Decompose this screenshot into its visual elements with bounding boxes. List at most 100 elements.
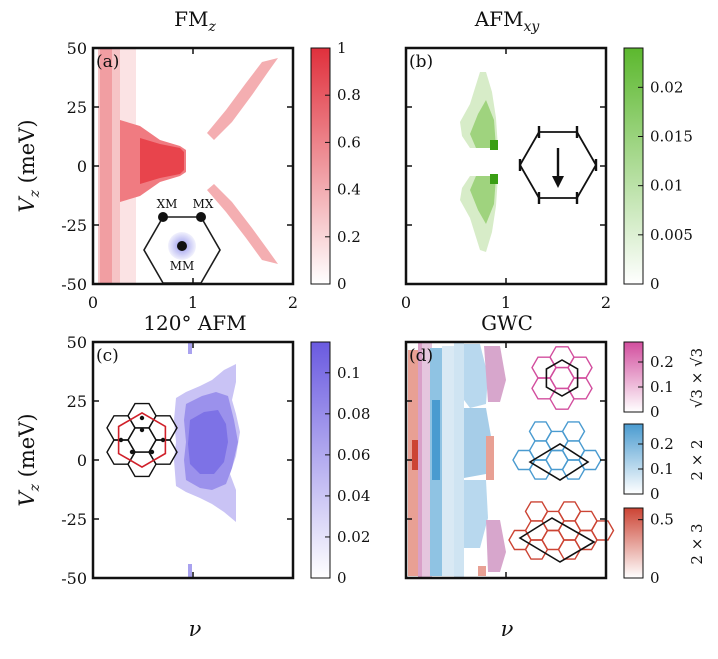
lattice-hexagon	[578, 449, 602, 471]
colorbar-tick-label: 0.08	[337, 405, 370, 423]
panel-d-inset-sqrt3	[531, 346, 593, 410]
colorbar-tick-label: 0.2	[650, 353, 674, 371]
y-tick-label: 50	[67, 39, 87, 58]
colorbar-label-2x2: 2 × 2	[688, 439, 706, 480]
panel-c-heatmap	[93, 342, 293, 578]
colorbar-tick-label: 0.2	[337, 228, 361, 246]
panel-b-colorbar	[623, 47, 644, 285]
panel-a-colorbar	[310, 47, 331, 285]
panel-c-colorbar-ticks: 0.1 0.08 0.06 0.04 0.02 0	[325, 364, 370, 587]
colorbar-tick-label: 1	[337, 39, 347, 57]
x-tick-label: 0	[88, 293, 98, 312]
panel-b-colorbar-ticks: 0.02 0.015 0.01 0.005 0	[638, 78, 693, 293]
panel-c-title: 120° AFM	[143, 311, 246, 335]
colorbar-tick-label: 0	[650, 403, 660, 421]
colorbar-tick-label: 0.4	[337, 181, 361, 199]
colorbar-tick-label: 0.1	[650, 460, 674, 478]
colorbar-label-sqrt3: √3 × √3	[688, 348, 706, 408]
colorbar-tick-label: 0.015	[650, 128, 693, 146]
panel-d-xlabel: ν	[501, 617, 514, 641]
colorbar-tick-label: 0.5	[650, 511, 674, 529]
panel-d-axes	[405, 341, 607, 579]
y-tick-label: -50	[61, 275, 87, 294]
colorbar-tick-label: 0.2	[650, 435, 674, 453]
x-tick-label: 2	[288, 293, 298, 312]
spin-marker	[160, 437, 166, 443]
panel-d-colorbar-sqrt3	[623, 341, 644, 413]
panel-b-inset	[518, 126, 598, 204]
label-mm: MM	[170, 259, 195, 273]
lattice-hexagon	[524, 501, 549, 522]
y-tick-label: 50	[67, 333, 87, 352]
panel-b-label: (b)	[409, 52, 433, 72]
lattice-hexagon	[106, 439, 136, 465]
colorbar-tick-label: 0.8	[337, 86, 361, 104]
panel-a-inset: XM MX MM	[143, 197, 221, 284]
colorbar-tick-label: 0.04	[337, 487, 370, 505]
panel-d-label: (d)	[409, 346, 433, 366]
panel-c-inset	[106, 402, 178, 478]
panel-b-title: AFMxy	[474, 7, 541, 35]
spin-marker	[118, 437, 124, 443]
colorbar-tick-label: 0	[650, 485, 660, 503]
lattice-hexagon	[567, 377, 593, 400]
panel-c-axes: 50 25 0 -25 -50	[61, 333, 294, 588]
spin-marker	[129, 449, 135, 455]
panel-a-label: (a)	[96, 52, 119, 72]
supercell-outline	[545, 359, 579, 397]
panel-c-label: (c)	[96, 346, 119, 366]
panel-b: AFMxy (b) 0 1 2 0.02 0.015 0.01 0.005 0	[401, 7, 693, 312]
panel-a: FMz XM MX MM	[15, 7, 361, 312]
colorbar-tick-label: 0.02	[337, 528, 370, 546]
panel-c-colorbar	[310, 341, 331, 579]
x-tick-label: 1	[501, 293, 511, 312]
y-tick-label: -25	[61, 216, 87, 235]
x-tick-label: 1	[188, 293, 198, 312]
x-tick-label: 0	[401, 293, 411, 312]
colorbar-tick-label: 0.1	[650, 378, 674, 396]
label-xm: XM	[157, 197, 178, 211]
panel-d-inset-2x3	[508, 501, 615, 563]
colorbar-tick-label: 0.6	[337, 133, 361, 151]
down-arrow-icon	[552, 176, 564, 188]
label-mx: MX	[193, 197, 214, 211]
colorbar-tick-label: 0	[650, 569, 660, 587]
lattice-hexagon	[531, 377, 557, 400]
panel-d-colorbar-2x2	[623, 423, 644, 495]
colorbar-tick-label: 0	[650, 275, 660, 293]
panel-a-title: FMz	[174, 7, 216, 35]
colorbar-tick-label: 0.01	[650, 177, 683, 195]
y-tick-label: -25	[61, 510, 87, 529]
panel-b-heatmap	[406, 48, 606, 284]
y-tick-label: 0	[77, 157, 87, 176]
colorbar-tick-label: 0	[337, 569, 347, 587]
colorbar-label-2x3: 2 × 3	[688, 523, 706, 564]
panel-d-colorbar-2x3	[623, 507, 644, 579]
supercell-outline	[518, 517, 596, 563]
x-tick-label: 2	[601, 293, 611, 312]
panel-a-colorbar-ticks: 1 0.8 0.6 0.4 0.2 0	[325, 39, 361, 293]
y-tick-label: 0	[77, 451, 87, 470]
spin-marker	[139, 415, 145, 421]
panel-c-xlabel: ν	[189, 617, 202, 641]
supercell-outline	[117, 412, 167, 468]
lattice-hexagon	[528, 421, 553, 442]
y-tick-label: 25	[67, 392, 87, 411]
colorbar-tick-label: 0.06	[337, 446, 370, 464]
colorbar-tick-label: 0.005	[650, 226, 693, 244]
colorbar-tick-label: 0	[337, 275, 347, 293]
lattice-hexagon	[148, 439, 178, 465]
colorbar-tick-label: 0.1	[337, 364, 361, 382]
y-tick-label: 25	[67, 98, 87, 117]
panel-a-ylabel: Vz (meV)	[15, 119, 43, 212]
panel-a-heatmap: XM MX MM	[93, 48, 293, 284]
panel-d-inset-2x2	[512, 421, 602, 481]
supercell-outline	[528, 443, 590, 481]
panel-d-heatmap	[406, 342, 615, 578]
spin-marker	[149, 449, 155, 455]
y-tick-label: -50	[61, 569, 87, 588]
colorbar-tick-label: 0.02	[650, 78, 683, 96]
